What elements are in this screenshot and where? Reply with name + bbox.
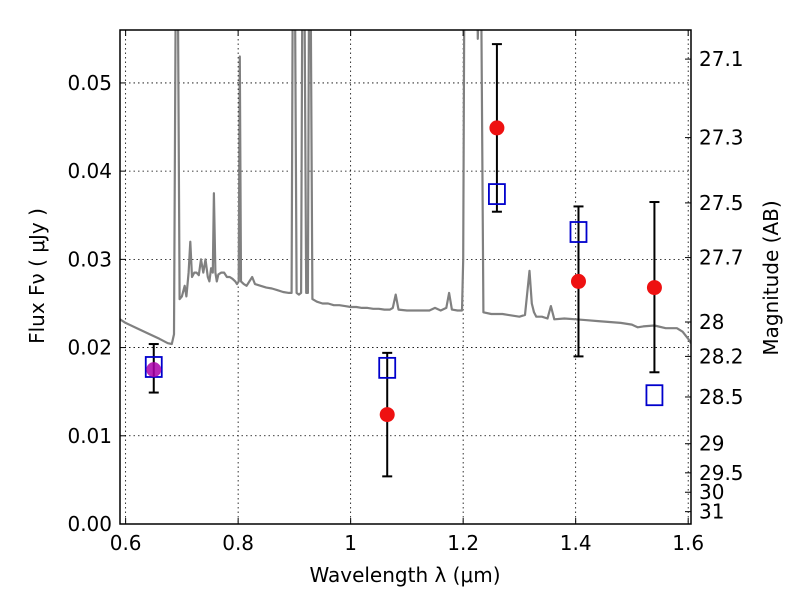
right-y-axis-title: Magnitude (AB) bbox=[759, 200, 783, 355]
y2-tick-label: 30 bbox=[699, 480, 724, 504]
x-tick-label: 1.4 bbox=[560, 531, 592, 555]
y2-tick-label: 29.5 bbox=[699, 461, 744, 485]
x-tick-label: 0.8 bbox=[222, 531, 254, 555]
x-tick-label: 1.2 bbox=[447, 531, 479, 555]
y-tick-label: 0.03 bbox=[67, 247, 112, 271]
y-tick-label: 0.02 bbox=[67, 336, 112, 360]
plot-frame bbox=[119, 29, 692, 525]
y2-tick-label: 27.7 bbox=[699, 246, 744, 270]
spectrum-line bbox=[120, 30, 691, 346]
y-tick-label: 0.01 bbox=[67, 424, 112, 448]
observed-flux-marker bbox=[646, 280, 662, 296]
y-tick-label: 0.05 bbox=[67, 71, 112, 95]
observed-flux-marker bbox=[379, 407, 395, 423]
observed-flux-marker bbox=[146, 362, 162, 378]
y-tick-label: 0.00 bbox=[67, 512, 112, 536]
observed-flux-marker bbox=[489, 120, 505, 136]
spectrum-line-layer bbox=[120, 30, 691, 346]
data-points bbox=[144, 120, 664, 423]
axis-ticks: 0.6 0.8 1 1.2 1.4 1.6 0.00 0.01 0.02 0.03 0.04 0.05… bbox=[67, 30, 744, 555]
y2-tick-label: 28 bbox=[699, 310, 724, 334]
y2-tick-label: 27.3 bbox=[699, 126, 744, 150]
error-bars bbox=[148, 43, 660, 478]
y2-tick-label: 27.1 bbox=[699, 47, 744, 71]
model-square-marker bbox=[378, 356, 397, 379]
x-tick-label: 1.6 bbox=[672, 531, 704, 555]
model-square-marker bbox=[488, 183, 506, 205]
y2-tick-label: 31 bbox=[699, 500, 724, 524]
x-tick-label: 0.6 bbox=[110, 531, 142, 555]
y2-tick-label: 27.5 bbox=[699, 191, 744, 215]
x-axis-title: Wavelength λ (μm) bbox=[309, 563, 500, 587]
y2-tick-label: 29 bbox=[699, 432, 724, 456]
model-square-marker bbox=[569, 221, 588, 243]
model-square-marker bbox=[645, 384, 664, 407]
y-tick-label: 0.04 bbox=[67, 159, 112, 183]
y-axis-title: Flux Fν ( μJy ) bbox=[25, 208, 49, 344]
y2-tick-label: 28.2 bbox=[699, 344, 744, 368]
x-tick-label: 1 bbox=[344, 531, 357, 555]
gridlines bbox=[120, 30, 691, 525]
observed-flux-marker bbox=[570, 273, 586, 289]
y2-tick-label: 28.5 bbox=[699, 385, 744, 409]
